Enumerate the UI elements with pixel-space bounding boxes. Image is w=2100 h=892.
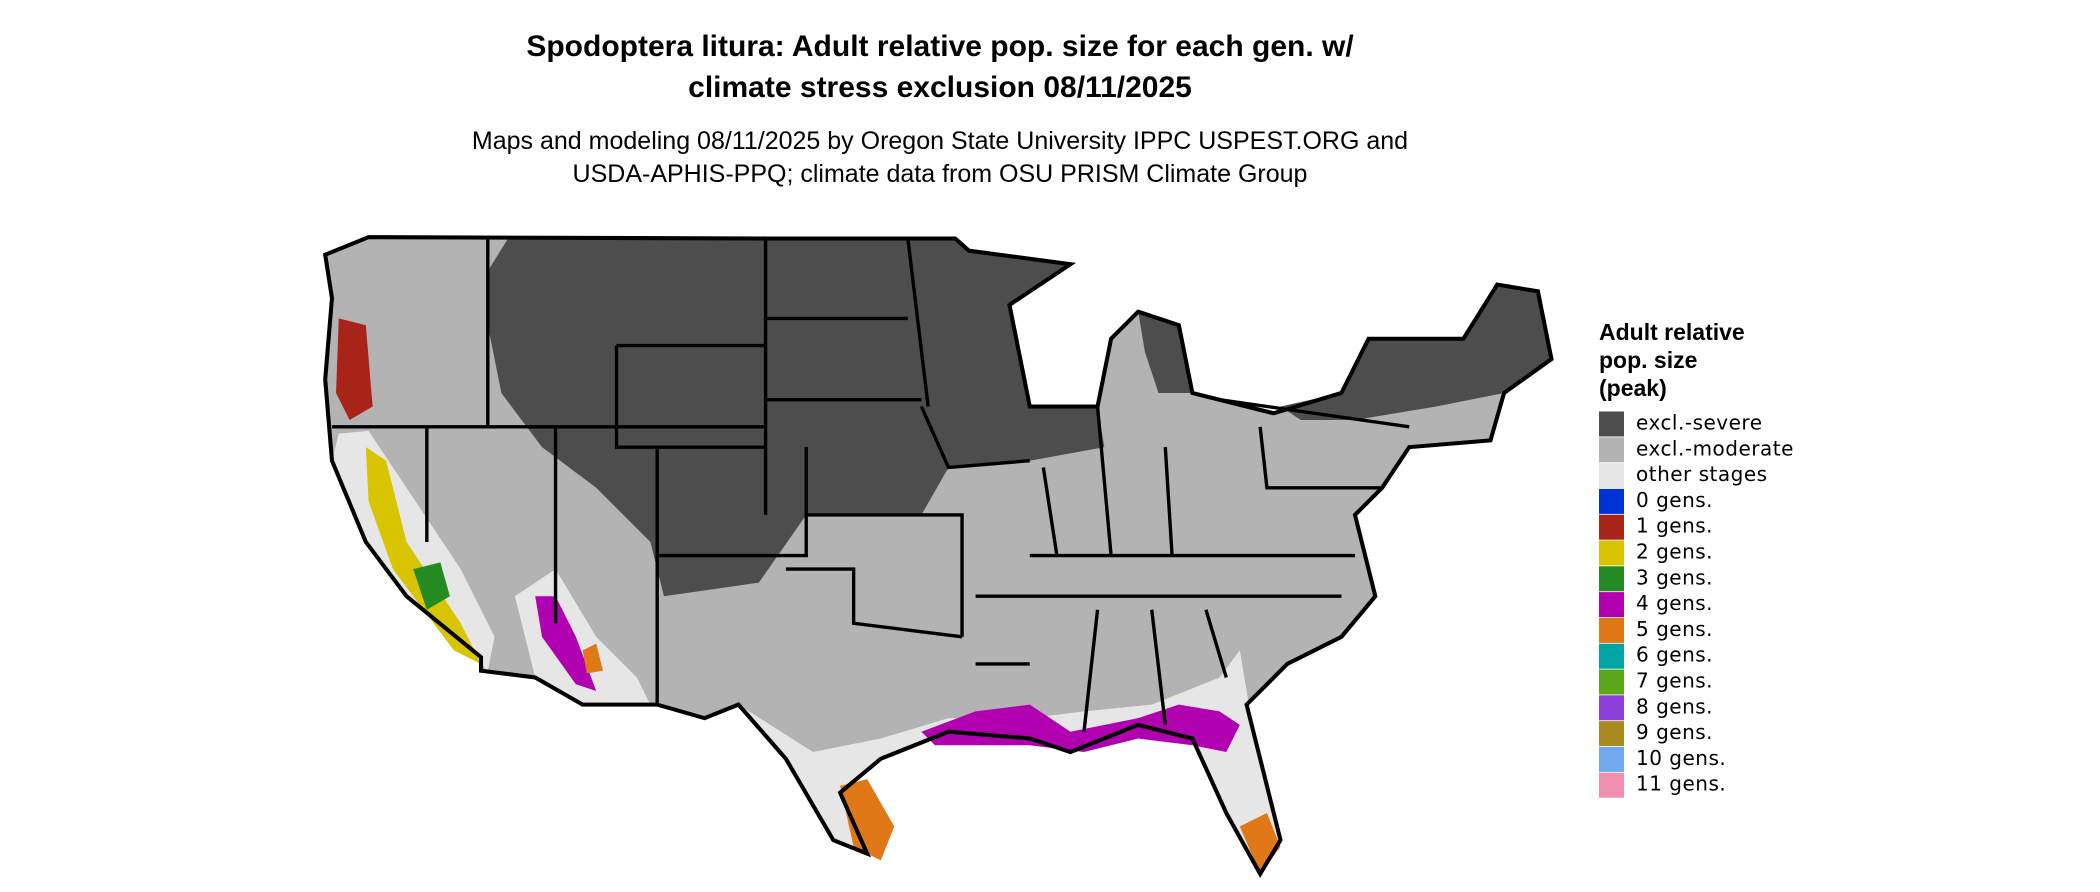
- legend-label: 7 gens.: [1636, 669, 1713, 693]
- legend-label: other stages: [1636, 462, 1768, 486]
- severe-region: [1280, 284, 1552, 421]
- other-stages-region: [738, 650, 1281, 874]
- gens-1-patch: [336, 318, 373, 421]
- legend-label: 10 gens.: [1636, 746, 1726, 770]
- legend-label: 4 gens.: [1636, 591, 1713, 615]
- legend-swatch: [1599, 746, 1624, 772]
- legend-title: (peak): [1599, 375, 1667, 401]
- state-line: [331, 238, 1410, 732]
- legend-label: 9 gens.: [1636, 720, 1713, 744]
- severe-region: [487, 238, 1105, 597]
- legend-swatch: [1599, 721, 1624, 747]
- subtitle: USDA-APHIS-PPQ; climate data from OSU PR…: [573, 160, 1308, 188]
- legend-label: 5 gens.: [1636, 617, 1713, 641]
- gens-4-patch: [921, 704, 1240, 753]
- us-outline: [322, 235, 1554, 879]
- legend-label: 1 gens.: [1636, 514, 1713, 538]
- title: climate stress exclusion 08/11/2025: [688, 71, 1192, 104]
- gens-4-patch: [535, 596, 597, 692]
- state-boundaries: [322, 235, 1554, 879]
- legend-label: 6 gens.: [1636, 643, 1713, 667]
- legend-title: pop. size: [1599, 347, 1697, 373]
- legend-swatch: [1599, 695, 1624, 721]
- legend-label: excl.-severe: [1636, 411, 1763, 435]
- legend-swatch: [1599, 411, 1624, 437]
- legend-title: Adult relative: [1599, 319, 1745, 345]
- legend-swatch: [1599, 643, 1624, 669]
- legend-label: 0 gens.: [1636, 488, 1713, 512]
- subtitle: Maps and modeling 08/11/2025 by Oregon S…: [472, 127, 1408, 155]
- gens-2-patch: [365, 447, 482, 664]
- legend-swatch: [1599, 617, 1624, 643]
- gens-5-patch: [840, 779, 895, 861]
- legend-swatch: [1599, 592, 1624, 618]
- legend-swatch: [1599, 488, 1624, 514]
- legend-swatch: [1599, 772, 1624, 798]
- us-map: [322, 235, 1554, 879]
- legend-swatch: [1599, 463, 1624, 489]
- legend-swatch: [1599, 669, 1624, 695]
- legend-label: excl.-moderate: [1636, 436, 1794, 460]
- legend-label: 3 gens.: [1636, 565, 1713, 589]
- legend-swatch: [1599, 540, 1624, 566]
- legend-swatch: [1599, 437, 1624, 463]
- legend: Adult relative pop. size (peak) excl.-se…: [1599, 319, 1794, 798]
- gens-3-patch: [413, 562, 450, 610]
- title: Spodoptera litura: Adult relative pop. s…: [526, 30, 1354, 63]
- legend-swatch: [1599, 566, 1624, 592]
- gens-5-patch: [582, 643, 603, 674]
- legend-label: 2 gens.: [1636, 540, 1713, 564]
- legend-swatch: [1599, 514, 1624, 540]
- legend-label: 11 gens.: [1636, 772, 1726, 796]
- legend-label: 8 gens.: [1636, 694, 1713, 718]
